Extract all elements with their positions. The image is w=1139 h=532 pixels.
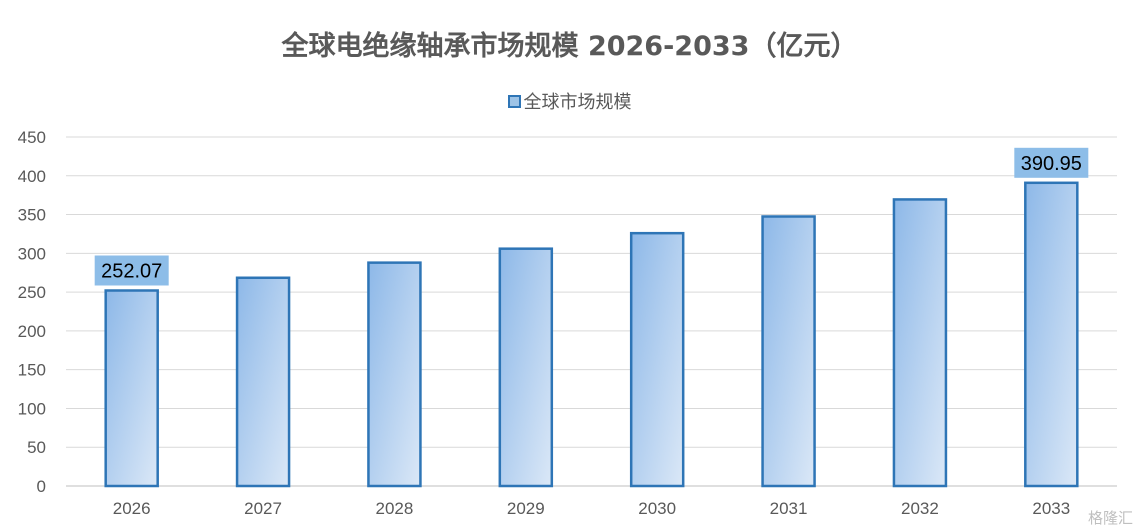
x-tick-label: 2032: [901, 499, 939, 518]
bar-2028: [367, 261, 422, 488]
data-label-box: [1014, 147, 1089, 178]
y-tick-label: 100: [18, 399, 46, 418]
data-label: 252.07: [101, 261, 162, 283]
bar-2032: [892, 198, 948, 488]
y-tick-label: 250: [18, 283, 46, 302]
bar-2033: [1024, 181, 1079, 488]
legend-swatch: [507, 94, 521, 108]
y-tick-label: 50: [27, 438, 46, 457]
x-tick-label: 2026: [113, 499, 151, 518]
x-tick-label: 2031: [770, 499, 808, 518]
y-tick-label: 450: [18, 128, 46, 147]
x-tick-label: 2030: [638, 499, 676, 518]
x-tick-label: 2027: [244, 499, 282, 518]
y-tick-label: 150: [18, 361, 46, 380]
legend-label: 全球市场规模: [523, 92, 632, 113]
bar-2029: [498, 247, 554, 488]
bar-2031: [761, 215, 816, 488]
bar-2027: [235, 276, 291, 488]
data-label: 390.95: [1021, 153, 1082, 175]
bar-2030: [629, 231, 685, 488]
y-tick-label: 400: [18, 167, 46, 186]
y-tick-label: 0: [37, 477, 46, 496]
y-tick-label: 350: [18, 206, 46, 225]
x-tick-label: 2028: [376, 499, 414, 518]
bar-2026: [104, 289, 159, 488]
chart-title: 全球电绝缘轴承市场规模 2026-2033（亿元）: [281, 31, 858, 62]
x-tick-label: 2033: [1032, 499, 1070, 518]
watermark: 格隆汇: [1087, 509, 1133, 527]
data-label-box: [94, 255, 169, 286]
y-tick-label: 300: [18, 244, 46, 263]
legend: 全球市场规模: [0, 88, 1139, 114]
x-tick-label: 2029: [507, 499, 545, 518]
y-tick-label: 200: [18, 322, 46, 341]
